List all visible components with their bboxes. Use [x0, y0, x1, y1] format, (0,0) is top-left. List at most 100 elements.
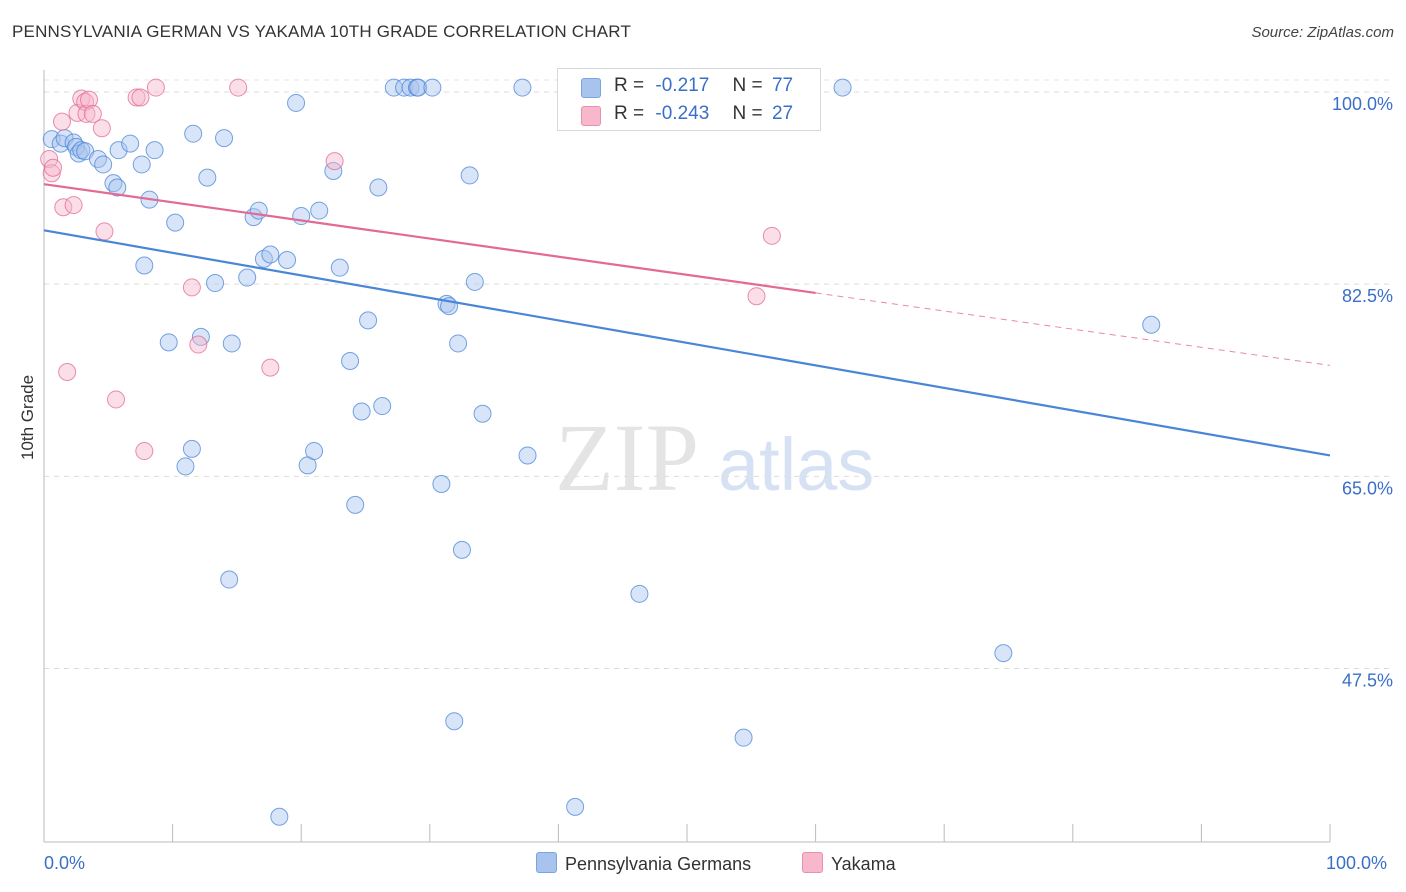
data-point-pennsylvania-germans: [465, 272, 484, 291]
legend-label: Yakama: [831, 854, 896, 874]
data-point-yakama: [83, 104, 102, 123]
x-tick-label-min: 0.0%: [44, 853, 86, 873]
legend-label: Pennsylvania Germans: [565, 854, 752, 874]
data-point-pennsylvania-germans: [401, 78, 420, 97]
stats-legend: R = -0.217 N = 77 R = -0.243 N = 27: [557, 68, 821, 131]
data-point-yakama: [42, 164, 61, 183]
data-point-yakama: [92, 119, 111, 138]
data-point-pennsylvania-germans: [630, 584, 649, 603]
legend-swatch-blue: [581, 78, 601, 98]
legend-swatch-blue: [536, 852, 557, 873]
data-point-pennsylvania-germans: [89, 149, 108, 168]
data-point-pennsylvania-germans: [166, 213, 185, 232]
legend-row-yakama: R = -0.243 N = 27: [581, 103, 794, 126]
x-tick-label-max: 100.0%: [1326, 853, 1388, 873]
data-point-yakama: [261, 358, 280, 377]
data-point-pennsylvania-germans: [473, 404, 492, 423]
data-point-pennsylvania-germans: [135, 256, 154, 275]
source-credit: Source: ZipAtlas.com: [1251, 24, 1394, 41]
data-point-pennsylvania-germans: [518, 446, 537, 465]
trend-line-yakama: [43, 183, 816, 295]
data-point-pennsylvania-germans: [220, 570, 239, 589]
data-point-yakama: [64, 196, 83, 215]
data-point-yakama: [131, 88, 150, 107]
data-point-pennsylvania-germans: [198, 168, 217, 187]
data-point-pennsylvania-germans: [108, 178, 127, 197]
data-point-pennsylvania-germans: [184, 124, 203, 143]
data-point-pennsylvania-germans: [206, 274, 225, 293]
y-tick-label: 100.0%: [1332, 94, 1393, 114]
data-point-pennsylvania-germans: [249, 201, 268, 220]
data-point-pennsylvania-germans: [833, 78, 852, 97]
data-point-pennsylvania-germans: [109, 141, 128, 160]
data-point-yakama: [762, 226, 781, 245]
data-point-pennsylvania-germans: [449, 334, 468, 353]
data-point-pennsylvania-germans: [287, 93, 306, 112]
data-point-pennsylvania-germans: [395, 78, 414, 97]
data-point-pennsylvania-germans: [346, 495, 365, 514]
data-point-pennsylvania-germans: [310, 201, 329, 220]
data-point-yakama: [58, 362, 77, 381]
data-point-yakama: [146, 78, 165, 97]
data-point-pennsylvania-germans: [238, 268, 257, 287]
data-point-pennsylvania-germans: [369, 178, 388, 197]
data-point-pennsylvania-germans: [341, 352, 360, 371]
data-point-pennsylvania-germans: [176, 457, 195, 476]
data-point-pennsylvania-germans: [324, 162, 343, 181]
r-value: -0.217: [655, 75, 710, 96]
data-point-pennsylvania-germans: [994, 644, 1013, 663]
y-tick-label: 47.5%: [1342, 670, 1393, 690]
data-point-yakama: [80, 90, 99, 109]
data-point-yakama: [53, 112, 72, 131]
data-point-pennsylvania-germans: [278, 250, 297, 269]
data-point-pennsylvania-germans: [359, 311, 378, 330]
data-point-yakama: [229, 78, 248, 97]
data-point-yakama: [135, 442, 154, 461]
data-point-pennsylvania-germans: [94, 155, 113, 174]
data-point-pennsylvania-germans: [132, 155, 151, 174]
n-label: N =: [732, 103, 763, 124]
y-tick-label: 82.5%: [1342, 286, 1393, 306]
data-point-pennsylvania-germans: [423, 78, 442, 97]
legend-row-pennsylvania-germans: R = -0.217 N = 77: [581, 75, 794, 98]
data-point-yakama: [40, 149, 59, 168]
trend-line-pennsylvania-germans: [43, 229, 1331, 457]
data-point-pennsylvania-germans: [215, 129, 234, 148]
data-point-yakama: [747, 287, 766, 306]
data-point-pennsylvania-germans: [270, 807, 289, 826]
data-point-yakama: [189, 335, 208, 354]
bottom-legend-pennsylvania-germans: Pennsylvania Germans: [536, 852, 751, 875]
legend-swatch-pink: [581, 106, 601, 126]
data-point-pennsylvania-germans: [305, 442, 324, 461]
data-point-pennsylvania-germans: [432, 475, 451, 494]
data-point-pennsylvania-germans: [513, 78, 532, 97]
r-label: R =: [614, 103, 645, 124]
data-point-pennsylvania-germans: [145, 141, 164, 160]
data-point-yakama: [95, 222, 114, 241]
data-point-pennsylvania-germans: [261, 245, 280, 264]
data-point-pennsylvania-germans: [373, 397, 392, 416]
data-point-pennsylvania-germans: [159, 333, 178, 352]
data-point-pennsylvania-germans: [460, 166, 479, 185]
n-value: 77: [771, 75, 794, 96]
n-label: N =: [732, 75, 763, 96]
data-point-pennsylvania-germans: [566, 797, 585, 816]
data-point-pennsylvania-germans: [409, 78, 428, 97]
data-point-pennsylvania-germans: [352, 402, 371, 421]
data-point-pennsylvania-germans: [452, 540, 471, 559]
data-point-pennsylvania-germans: [121, 134, 140, 153]
data-point-pennsylvania-germans: [42, 130, 61, 149]
data-point-yakama: [107, 390, 126, 409]
y-tick-label: 65.0%: [1342, 478, 1393, 498]
data-point-yakama: [77, 104, 96, 123]
legend-swatch-pink: [802, 852, 823, 873]
data-point-pennsylvania-germans: [182, 439, 201, 458]
data-point-pennsylvania-germans: [734, 728, 753, 747]
watermark-zip: ZIP: [555, 404, 699, 511]
data-point-yakama: [325, 152, 344, 171]
trend-line-yakama-extrapolated: [815, 292, 1331, 366]
watermark-atlas: atlas: [718, 423, 874, 506]
n-value: 27: [771, 103, 794, 124]
data-point-pennsylvania-germans: [330, 258, 349, 277]
data-point-yakama: [182, 278, 201, 297]
